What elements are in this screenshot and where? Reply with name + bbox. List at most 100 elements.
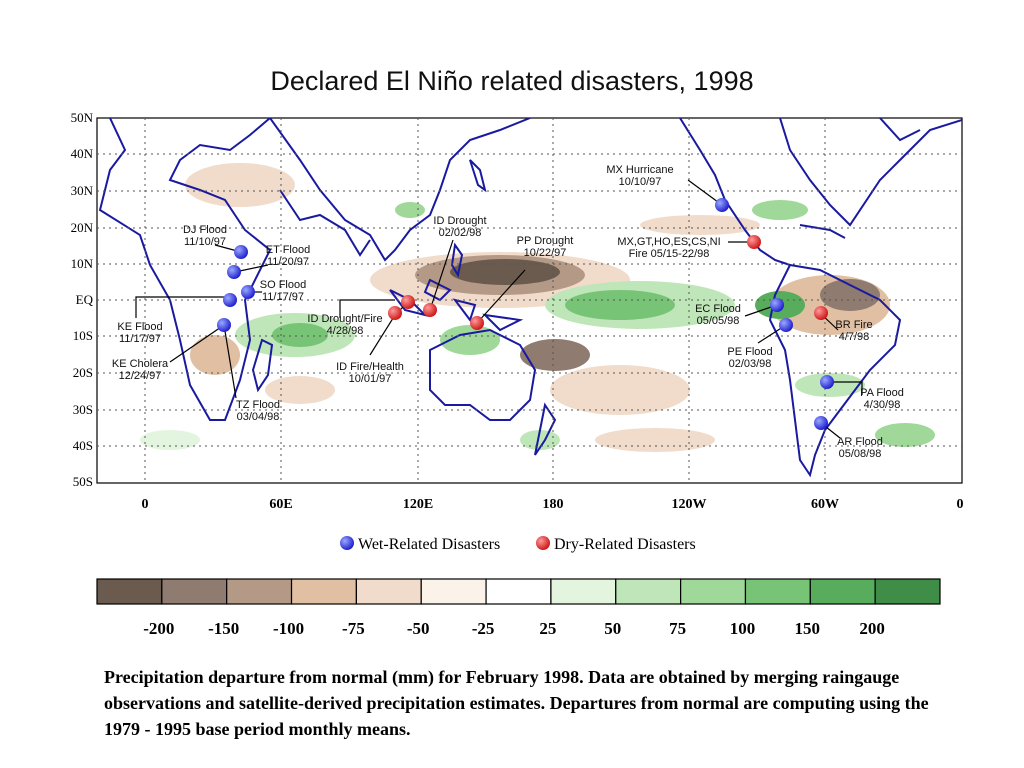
wet-disaster-marker[interactable]: [241, 285, 255, 299]
event-label: 03/04/98: [237, 411, 280, 423]
event-label: AR Flood: [837, 436, 883, 448]
wet-disaster-marker[interactable]: [223, 293, 237, 307]
scale-tick-label: -50: [407, 619, 430, 638]
event-label: TZ Flood: [236, 399, 280, 411]
event-label: PP Drought: [517, 235, 574, 247]
event-label: 11/17/97: [262, 291, 304, 303]
marker-legend: Wet-Related Disasters Dry-Related Disast…: [340, 536, 696, 553]
event-label: BR Fire: [835, 319, 872, 331]
event-label: 4/30/98: [864, 399, 901, 411]
wet-disaster-marker[interactable]: [814, 416, 828, 430]
event-label: PA Flood: [860, 387, 904, 399]
event-label: 11/17/97: [119, 333, 161, 345]
event-label: 02/03/98: [729, 358, 772, 370]
event-label: ET Flood: [266, 244, 310, 256]
lat-label: 50S: [73, 474, 93, 489]
event-label: 12/24/97: [119, 370, 162, 382]
event-label: EC Flood: [695, 303, 741, 315]
lon-label: 180: [543, 497, 564, 512]
dry-legend-label: Dry-Related Disasters: [554, 536, 696, 553]
event-label: 10/01/97: [349, 373, 392, 385]
dry-disaster-marker[interactable]: [401, 295, 415, 309]
scale-swatch: [680, 578, 747, 605]
event-label: 11/10/97: [184, 236, 226, 248]
event-label: Fire 05/15-22/98: [629, 248, 710, 260]
wet-disaster-marker[interactable]: [234, 245, 248, 259]
lat-label: 20S: [73, 365, 93, 380]
lon-label: 60E: [269, 497, 292, 512]
wet-disaster-marker[interactable]: [217, 318, 231, 332]
coastlines: [98, 118, 962, 478]
precip-anomaly-field: [97, 118, 962, 483]
event-label: ID Fire/Health: [336, 361, 404, 373]
wet-disaster-marker[interactable]: [227, 265, 241, 279]
scale-tick-label: -200: [143, 619, 174, 638]
event-label: PE Flood: [727, 346, 772, 358]
lon-label: 120W: [672, 497, 707, 512]
lat-axis: 50N 40N 30N 20N 10N EQ 10S 20S 30S 40S 5…: [71, 110, 94, 489]
lon-label: 60W: [811, 497, 839, 512]
lat-label: EQ: [76, 292, 94, 307]
scale-tick-label: -75: [342, 619, 365, 638]
event-label: 4/28/98: [327, 325, 364, 337]
lat-label: 30S: [73, 402, 93, 417]
event-label: ID Drought: [433, 215, 486, 227]
lat-label: 30N: [71, 183, 94, 198]
scale-tick-label: 75: [669, 619, 686, 638]
event-label: KE Cholera: [112, 358, 169, 370]
event-label: MX Hurricane: [606, 164, 673, 176]
lon-label: 0: [957, 497, 964, 512]
event-label: 10/10/97: [619, 176, 662, 188]
wet-legend-label: Wet-Related Disasters: [358, 536, 500, 553]
lon-label: 120E: [403, 497, 433, 512]
scale-tick-label: 200: [859, 619, 885, 638]
lon-axis: 0 60E 120E 180 120W 60W 0: [142, 497, 964, 512]
dry-disaster-marker[interactable]: [470, 316, 484, 330]
wet-disaster-marker[interactable]: [779, 318, 793, 332]
wet-disaster-marker[interactable]: [770, 298, 784, 312]
scale-swatch: [355, 578, 422, 605]
scale-swatch: [290, 578, 357, 605]
scale-tick-label: -25: [472, 619, 495, 638]
dry-disaster-marker[interactable]: [747, 235, 761, 249]
lat-label: 40S: [73, 438, 93, 453]
event-label: SO Flood: [260, 279, 306, 291]
event-label: 05/05/98: [697, 315, 740, 327]
scale-tick-label: 150: [795, 619, 821, 638]
scale-swatch: [550, 578, 617, 605]
event-label: 11/20/97: [267, 256, 309, 268]
wet-disaster-marker[interactable]: [715, 198, 729, 212]
dry-disaster-marker[interactable]: [388, 306, 402, 320]
wet-legend-marker: [340, 536, 354, 550]
event-label: 02/02/98: [439, 227, 482, 239]
event-label: 10/22/97: [524, 247, 567, 259]
scale-tick-label: 50: [604, 619, 621, 638]
scale-swatch: [96, 578, 163, 605]
event-label: 05/08/98: [839, 448, 882, 460]
event-label: ID Drought/Fire: [307, 313, 382, 325]
leader-lines: [135, 179, 863, 439]
lat-label: 20N: [71, 220, 94, 235]
scale-swatch: [226, 578, 293, 605]
scale-tick-label: 100: [730, 619, 756, 638]
lat-label: 10N: [71, 256, 94, 271]
lon-label: 0: [142, 497, 149, 512]
scale-swatch: [744, 578, 811, 605]
dry-disaster-marker[interactable]: [814, 306, 828, 320]
scale-tick-label: -150: [208, 619, 239, 638]
event-label: MX,GT,HO,ES,CS,NI: [617, 236, 720, 248]
lat-label: 40N: [71, 146, 94, 161]
wet-disaster-marker[interactable]: [820, 375, 834, 389]
scale-tick-label: 25: [539, 619, 556, 638]
lat-label: 50N: [71, 110, 94, 125]
lat-label: 10S: [73, 328, 93, 343]
scale-swatch: [615, 578, 682, 605]
dry-disaster-marker[interactable]: [423, 303, 437, 317]
event-label: DJ Flood: [183, 224, 227, 236]
scale-swatch: [485, 578, 552, 605]
figure-caption: Precipitation departure from normal (mm)…: [104, 667, 929, 739]
event-label: KE Flood: [117, 321, 162, 333]
scale-swatch: [809, 578, 876, 605]
